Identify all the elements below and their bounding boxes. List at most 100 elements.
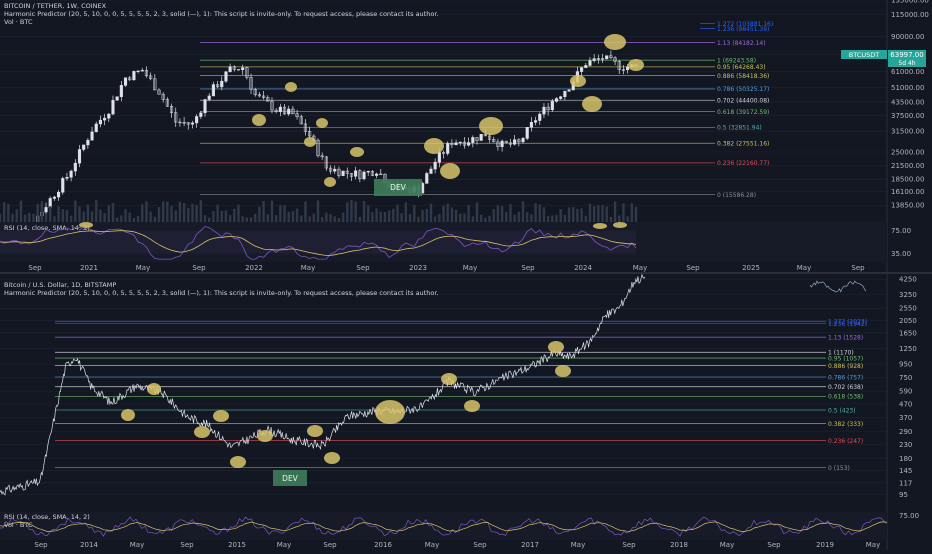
top-candle-body — [69, 170, 73, 178]
top-pattern-marker — [304, 137, 316, 147]
bottom-pattern-marker — [324, 452, 340, 464]
top-indicator-label[interactable]: Harmonic Predictor (20, 5, 10, 0, 0, 5, … — [4, 10, 439, 18]
top-candle-body — [584, 65, 588, 68]
top-volume-bar — [274, 215, 278, 222]
top-candle-body — [534, 120, 538, 123]
top-fib-label: 0.702 (44400.08) — [717, 98, 769, 105]
top-volume-bar — [44, 213, 48, 222]
bottom-fib-label: 0.5 (423) — [828, 407, 856, 414]
top-volume-bar — [500, 206, 504, 222]
top-volume-bar — [329, 214, 332, 222]
top-candle-body — [282, 106, 287, 115]
bottom-fib-label: 1 (1170) — [828, 350, 854, 357]
top-fib-label: 1.236 (98451.39) — [717, 26, 769, 33]
bottom-x-tick-label: Sep — [473, 541, 487, 549]
top-candle-body — [228, 66, 232, 73]
top-x-tick-label: 2021 — [80, 264, 98, 272]
bottom-x-tick-label: 2014 — [80, 541, 98, 549]
top-candle-body — [329, 167, 333, 172]
top-candle-body — [316, 139, 320, 157]
bottom-rsi-tick: 75.00 — [899, 512, 919, 520]
top-pattern-marker — [350, 147, 364, 157]
top-volume-bar — [408, 213, 412, 222]
top-candle-body — [291, 108, 295, 115]
top-volume-bar — [233, 208, 236, 222]
top-candle-body — [513, 139, 517, 145]
top-x-tick-label: May — [633, 264, 647, 272]
top-volume-bar — [19, 200, 23, 222]
top-volume-bar — [400, 213, 403, 222]
top-volume-bar — [438, 213, 441, 222]
bottom-fib-label: 0.702 (638) — [828, 384, 863, 391]
top-volume-bar — [40, 201, 44, 222]
top-candle-body — [580, 67, 584, 72]
top-pattern-marker — [582, 96, 602, 112]
top-candle-body — [123, 77, 128, 86]
bottom-indicator-label[interactable]: Harmonic Predictor (20, 5, 10, 0, 0, 5, … — [4, 289, 439, 297]
top-volume-label[interactable]: Vol · BTC — [4, 18, 33, 26]
top-candle-body — [165, 99, 169, 107]
top-candle-body — [320, 155, 324, 158]
bottom-fib-label: 1.272 (2023) — [828, 319, 867, 326]
top-candle-body — [496, 141, 500, 147]
top-candle-body — [203, 99, 207, 114]
top-candle-body — [52, 196, 56, 199]
top-candle-body — [157, 89, 161, 95]
top-x-tick-label: May — [797, 264, 811, 272]
top-x-tick-label: Sep — [686, 264, 700, 272]
bottom-symbol-title[interactable]: Bitcoin / U.S. Dollar, 1D, BITSTAMP — [4, 281, 117, 289]
top-volume-bar — [316, 200, 320, 222]
top-candle-body — [546, 106, 550, 111]
top-candle-body — [262, 95, 266, 98]
top-candle-body — [115, 96, 119, 101]
top-candle-body — [379, 173, 383, 176]
top-volume-bar — [300, 215, 303, 222]
top-volume-bar — [32, 213, 35, 222]
top-candle-body — [333, 168, 337, 172]
top-volume-bar — [320, 217, 324, 222]
top-volume-bar — [521, 201, 525, 222]
top-volume-bar — [513, 214, 516, 222]
top-volume-bar — [141, 204, 144, 222]
top-candle-body — [337, 168, 341, 176]
top-pattern-marker — [324, 177, 336, 187]
top-volume-bar — [195, 205, 198, 222]
bottom-dev-box — [273, 470, 307, 486]
top-volume-bar — [475, 202, 479, 222]
top-volume-bar — [576, 208, 579, 222]
top-y-tick-label: 18500.00 — [891, 176, 924, 184]
top-candle-body — [366, 171, 370, 173]
top-candle-body — [458, 141, 462, 144]
top-volume-bar — [337, 217, 341, 222]
top-volume-bar — [266, 214, 269, 222]
top-candle-body — [199, 112, 203, 117]
top-volume-bar — [542, 207, 546, 222]
top-volume-bar — [387, 210, 391, 222]
bottom-pattern-marker — [464, 400, 480, 412]
top-fib-label: 1.13 (84182.14) — [717, 40, 766, 47]
bottom-x-tick-label: Sep — [34, 541, 48, 549]
top-pattern-marker — [252, 114, 266, 126]
top-y-tick-label: 135000.00 — [891, 0, 929, 5]
bottom-y-tick-label: 4250 — [899, 276, 917, 284]
bottom-pattern-marker — [555, 365, 571, 377]
top-candle-body — [44, 207, 48, 213]
top-candle-body — [149, 75, 153, 80]
top-candle-body — [462, 141, 466, 146]
top-x-tick-label: Sep — [356, 264, 370, 272]
top-volume-bar — [245, 217, 249, 222]
top-volume-bar — [375, 208, 378, 222]
top-volume-bar — [128, 212, 131, 222]
top-volume-bar — [446, 203, 449, 222]
bottom-fib-label: 0.786 (757) — [828, 374, 863, 381]
bottom-pattern-marker — [147, 383, 161, 395]
bottom-x-tick-label: May — [130, 541, 144, 549]
top-volume-bar — [551, 215, 554, 222]
top-candle-body — [132, 71, 136, 81]
top-volume-bar — [618, 215, 621, 222]
bottom-x-tick-label: 2016 — [374, 541, 392, 549]
bottom-x-tick-label: 2015 — [228, 541, 246, 549]
top-symbol-title[interactable]: BITCOIN / TETHER, 1W, COINEX — [4, 2, 107, 10]
top-volume-bar — [191, 203, 194, 222]
